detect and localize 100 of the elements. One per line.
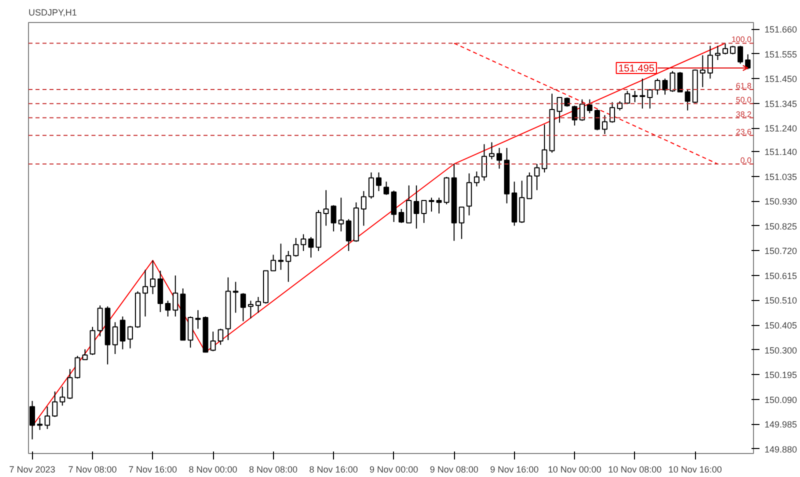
y-tick-label: 149.880 xyxy=(764,444,798,454)
candlestick xyxy=(172,274,178,318)
candlestick xyxy=(376,172,382,192)
candlestick xyxy=(195,310,201,330)
y-tick-label: 150.405 xyxy=(764,320,798,330)
candlestick xyxy=(670,70,676,92)
candlestick xyxy=(293,238,299,258)
candlestick xyxy=(458,206,464,240)
y-tick-label: 150.195 xyxy=(764,370,798,380)
candlestick xyxy=(391,190,397,222)
candlestick xyxy=(278,243,284,270)
x-tick-label: 9 Nov 16:00 xyxy=(490,464,539,474)
candlestick xyxy=(338,197,344,232)
annotation: 100.0 xyxy=(731,35,752,44)
candlestick xyxy=(82,348,88,360)
x-tick-label: 8 Nov 08:00 xyxy=(249,464,298,474)
x-tick-label: 7 Nov 2023 xyxy=(9,464,56,474)
annotation: 61.8 xyxy=(736,81,752,90)
candlestick xyxy=(218,328,224,346)
candlestick xyxy=(67,368,73,400)
candlestick xyxy=(564,96,570,108)
candlestick xyxy=(323,190,329,226)
candlestick xyxy=(526,172,532,200)
candlestick xyxy=(398,208,404,224)
y-tick-label: 151.240 xyxy=(764,124,798,134)
candlestick xyxy=(74,355,80,380)
candlestick xyxy=(300,234,306,252)
y-tick-label: 150.825 xyxy=(764,221,798,232)
y-tick-label: 150.300 xyxy=(764,345,798,356)
y-tick-label: 150.930 xyxy=(764,196,798,207)
x-tick-label: 9 Nov 00:00 xyxy=(370,464,418,474)
candlestick xyxy=(360,190,366,226)
candlestick xyxy=(662,78,668,96)
candlestick xyxy=(488,142,495,160)
candlestick xyxy=(632,90,638,103)
candlestick xyxy=(617,100,623,111)
candlestick xyxy=(586,98,592,114)
candlestick xyxy=(150,260,156,295)
candlestick xyxy=(90,326,96,356)
candlestick xyxy=(30,400,36,440)
candlestick xyxy=(286,250,292,282)
candlestick xyxy=(624,90,630,105)
x-tick-label: 8 Nov 00:00 xyxy=(188,464,238,474)
candlestick xyxy=(188,316,194,348)
candlestick xyxy=(640,78,646,110)
y-tick-label: 150.615 xyxy=(764,270,798,281)
y-tick-label: 151.345 xyxy=(764,98,798,109)
candlestick xyxy=(97,304,103,337)
candlestick xyxy=(120,316,126,350)
x-tick-label: 8 Nov 16:00 xyxy=(309,464,358,474)
candlestick xyxy=(738,45,744,64)
chart-title: USDJPY,H1 xyxy=(28,8,77,18)
candlestick xyxy=(346,218,352,252)
candlestick xyxy=(722,42,728,55)
candlestick xyxy=(60,386,66,406)
candlestick xyxy=(602,114,608,135)
candlestick xyxy=(44,406,50,430)
candlestick xyxy=(481,144,487,182)
candlestick xyxy=(707,45,713,80)
candlestick xyxy=(496,147,502,170)
candlestick xyxy=(308,236,314,258)
x-tick-label: 10 Nov 00:00 xyxy=(548,464,602,474)
candlestick xyxy=(384,181,390,196)
y-tick-label: 151.555 xyxy=(764,49,798,60)
y-tick-label: 150.090 xyxy=(764,394,798,405)
annotation: 38.2 xyxy=(736,110,752,119)
candlestick xyxy=(368,172,374,200)
x-tick-label: 7 Nov 16:00 xyxy=(128,464,178,474)
candlestick xyxy=(210,331,216,352)
candlestick xyxy=(542,124,548,173)
candlestick xyxy=(428,197,434,212)
candlestick xyxy=(270,254,276,272)
y-tick-label: 151.450 xyxy=(764,74,798,84)
y-tick-label: 150.510 xyxy=(764,296,798,306)
candlestick xyxy=(255,296,261,314)
candlestick xyxy=(127,325,133,349)
candlestick xyxy=(700,54,706,88)
candlestick xyxy=(474,171,480,187)
candlestick xyxy=(556,96,562,124)
y-tick-label: 151.140 xyxy=(764,147,798,158)
candlestick xyxy=(579,98,585,122)
annotation: 0.0 xyxy=(740,156,752,165)
candlestick xyxy=(572,105,578,126)
candlestick xyxy=(142,269,148,318)
candlestick xyxy=(406,184,412,224)
candlestick xyxy=(240,292,246,322)
candlestick xyxy=(684,89,690,111)
candlestick xyxy=(714,45,720,60)
y-tick-label: 150.720 xyxy=(764,246,798,256)
candlestick xyxy=(52,390,58,418)
candlestick xyxy=(647,88,653,110)
x-tick-label: 10 Nov 16:00 xyxy=(668,464,722,474)
annotation: 50.0 xyxy=(736,96,752,105)
y-tick-label: 151.660 xyxy=(764,24,798,35)
candlestick xyxy=(248,300,254,319)
candlestick xyxy=(534,163,540,191)
candlestick xyxy=(330,204,336,232)
candlestick xyxy=(112,322,118,354)
annotation: 23.6 xyxy=(736,127,752,136)
y-tick-label: 149.985 xyxy=(764,420,798,430)
